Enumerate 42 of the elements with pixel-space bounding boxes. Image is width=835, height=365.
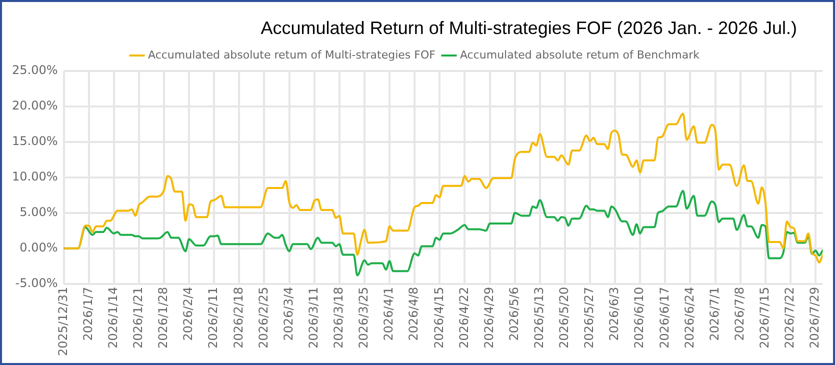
x-tick-label: 2026/1/21 [131, 286, 146, 348]
x-tick-label: 2026/5/27 [582, 286, 596, 348]
x-tick-label: 2026/2/4 [181, 286, 196, 341]
x-tick-label: 2026/1/28 [156, 286, 170, 348]
y-tick-label: 25.00% [12, 63, 58, 78]
x-tick-label: 2026/3/4 [281, 286, 296, 341]
x-tick-label: 2026/3/11 [306, 286, 320, 348]
x-tick-label: 2026/7/29 [808, 286, 822, 348]
x-tick-label: 2026/5/13 [532, 286, 546, 348]
x-tick-label: 2026/4/8 [406, 286, 421, 341]
legend-label: Accumulated absolute retum of Multi-strategies FOF [148, 48, 436, 62]
line-series [64, 112, 823, 264]
x-tick-label: 2026/7/22 [782, 286, 797, 348]
x-tick-label: 2026/4/15 [432, 286, 446, 348]
legend-label: Accumulated absolute retum of Benchmark [460, 48, 700, 62]
x-tick-label: 2026/6/10 [632, 286, 646, 348]
x-tick-label: 2026/4/1 [382, 286, 396, 341]
y-tick-label: 0.00% [20, 240, 58, 254]
x-tick-label: 2026/7/1 [707, 286, 722, 341]
x-tick-label: 2026/7/15 [758, 286, 772, 348]
x-tick-label: 2025/12/31 [56, 286, 70, 356]
y-tick-label: 10.00% [12, 170, 58, 184]
x-tick-label: 2026/6/17 [657, 286, 672, 348]
x-tick-label: 2026/6/3 [607, 286, 622, 341]
x-tick-label: 2026/3/18 [332, 286, 346, 348]
x-tick-label: 2026/4/22 [456, 286, 471, 348]
x-tick-label: 2026/1/7 [80, 286, 95, 341]
x-tick-label: 2026/2/25 [256, 286, 270, 348]
x-tick-label: 2026/7/8 [732, 286, 746, 341]
x-tick-label: 2026/2/18 [231, 286, 246, 348]
y-tick-label: 15.00% [12, 134, 58, 148]
x-tick-label: 2026/6/24 [682, 286, 696, 348]
x-tick-label: 2026/3/25 [356, 286, 371, 348]
x-tick-label: 2026/2/11 [206, 286, 220, 348]
y-tick-label: 5.00% [20, 205, 58, 220]
x-tick-label: 2026/5/6 [506, 286, 521, 341]
x-tick-label: 2026/4/29 [482, 286, 496, 348]
y-tick-label: 20.00% [12, 98, 58, 113]
y-tick-label: -5.00% [15, 276, 58, 290]
x-tick-label: 2026/5/20 [557, 286, 572, 348]
chart-title: Accumulated Return of Multi-strategies FOF (2026 Jan. - 2026 Jul.) [260, 18, 797, 39]
x-tick-label: 2026/1/14 [106, 286, 120, 348]
